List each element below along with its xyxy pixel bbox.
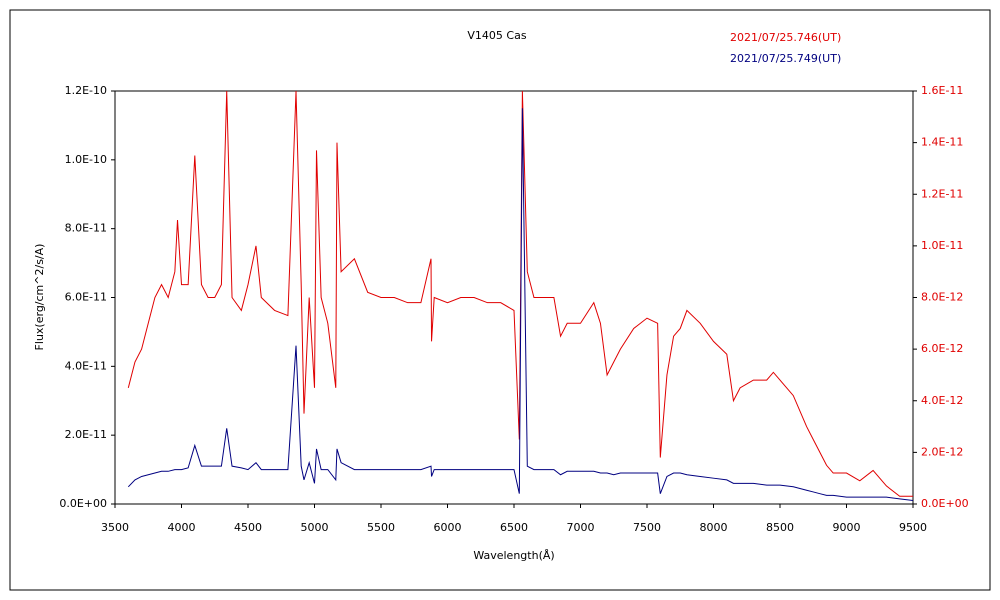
y-tick-label: 1.0E-10 (65, 153, 107, 166)
y2-tick-label: 2.0E-12 (921, 445, 963, 458)
x-tick-label: 8000 (700, 521, 728, 534)
y2-tick-label: 8.0E-12 (921, 291, 963, 304)
y2-tick-label: 6.0E-12 (921, 342, 963, 355)
y-tick-label: 1.2E-10 (65, 84, 107, 97)
y2-tick-label: 1.0E-11 (921, 239, 963, 252)
x-tick-label: 9000 (833, 521, 861, 534)
x-tick-label: 6000 (434, 521, 462, 534)
y-tick-label: 2.0E-11 (65, 428, 107, 441)
y-axis-label: Flux(erg/cm^2/s/A) (33, 244, 46, 351)
y2-tick-label: 0.0E+00 (921, 497, 969, 510)
x-tick-label: 7000 (567, 521, 595, 534)
spectrum-line (127, 91, 913, 497)
plot (127, 91, 913, 502)
chart-title: V1405 Cas (467, 29, 526, 42)
y-tick-label: 8.0E-11 (65, 222, 107, 235)
legend-label: 2021/07/25.746(UT) (730, 31, 841, 44)
y2-tick-label: 1.6E-11 (921, 84, 963, 97)
x-tick-label: 3500 (101, 521, 129, 534)
x-tick-label: 6500 (500, 521, 528, 534)
x-tick-label: 9500 (899, 521, 927, 534)
frame (9, 9, 991, 591)
spectrum-line (127, 108, 913, 502)
x-tick-label: 5000 (301, 521, 329, 534)
y2-tick-label: 1.2E-11 (921, 187, 963, 200)
x-axis-label: Wavelength(Å) (473, 549, 554, 562)
y2-tick-label: 1.4E-11 (921, 136, 963, 149)
x-tick-label: 4500 (234, 521, 262, 534)
y-tick-label: 0.0E+00 (59, 497, 107, 510)
y2-tick-label: 4.0E-12 (921, 394, 963, 407)
x-tick-label: 8500 (766, 521, 794, 534)
y-tick-label: 4.0E-11 (65, 359, 107, 372)
x-tick-label: 7500 (633, 521, 661, 534)
legend-label: 2021/07/25.749(UT) (730, 52, 841, 65)
x-tick-label: 5500 (367, 521, 395, 534)
x-tick-label: 4000 (168, 521, 196, 534)
y-tick-label: 6.0E-11 (65, 291, 107, 304)
